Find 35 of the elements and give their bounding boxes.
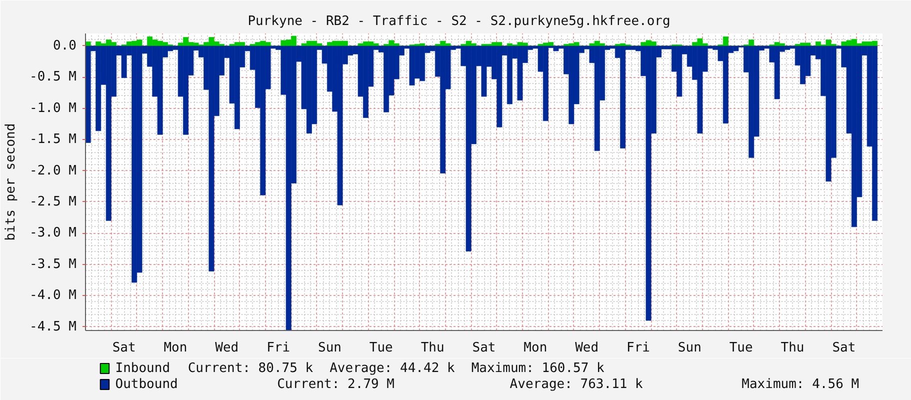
y-tick-label: -3.0 M: [30, 226, 77, 241]
chart-title: Purkyne - RB2 - Traffic - S2 - S2.purkyne5g.hkfree.org: [248, 14, 670, 29]
y-tick-label: -1.0 M: [30, 100, 77, 116]
x-tick-label: Thu: [420, 340, 444, 356]
y-tick-label: -0.5 M: [30, 70, 77, 85]
legend-label: Outbound: [115, 377, 178, 392]
x-tick-label: Tue: [729, 340, 754, 356]
x-tick-label: Tue: [369, 340, 394, 356]
x-tick-label: Wed: [575, 340, 599, 356]
x-tick-label: Sun: [678, 340, 702, 356]
x-tick-label: Thu: [780, 340, 804, 356]
text: Current: 80.75 k: [188, 361, 314, 376]
text: Current: 2.79 M: [277, 377, 395, 392]
y-tick-label: -2.0 M: [30, 163, 77, 178]
y-tick-label: -4.0 M: [30, 288, 77, 304]
x-tick-label: Sat: [112, 340, 136, 356]
x-tick-label: Mon: [164, 340, 188, 356]
y-tick-label: -1.5 M: [30, 132, 77, 148]
x-tick-label: Sat: [832, 340, 856, 356]
x-tick-label: Sun: [318, 340, 342, 356]
text: Maximum: 160.57 k: [471, 361, 605, 376]
x-tick-label: Wed: [215, 340, 239, 356]
text: Average: 44.42 k: [330, 361, 455, 376]
y-axis-title: bits per second: [4, 123, 19, 241]
y-tick-label: -3.5 M: [30, 256, 77, 272]
x-tick-label: Mon: [524, 340, 548, 356]
text: Maximum: 4.56 M: [742, 377, 860, 392]
x-tick-label: Fri: [626, 340, 650, 356]
legend-label: Inbound: [115, 361, 170, 376]
text: Average: 763.11 k: [510, 377, 644, 392]
x-tick-label: Fri: [266, 340, 290, 356]
y-tick-label: -2.5 M: [30, 194, 77, 210]
y-tick-label: -4.5 M: [30, 319, 77, 334]
y-tick-label: 0.0: [53, 38, 77, 54]
x-tick-label: Sat: [472, 340, 496, 356]
